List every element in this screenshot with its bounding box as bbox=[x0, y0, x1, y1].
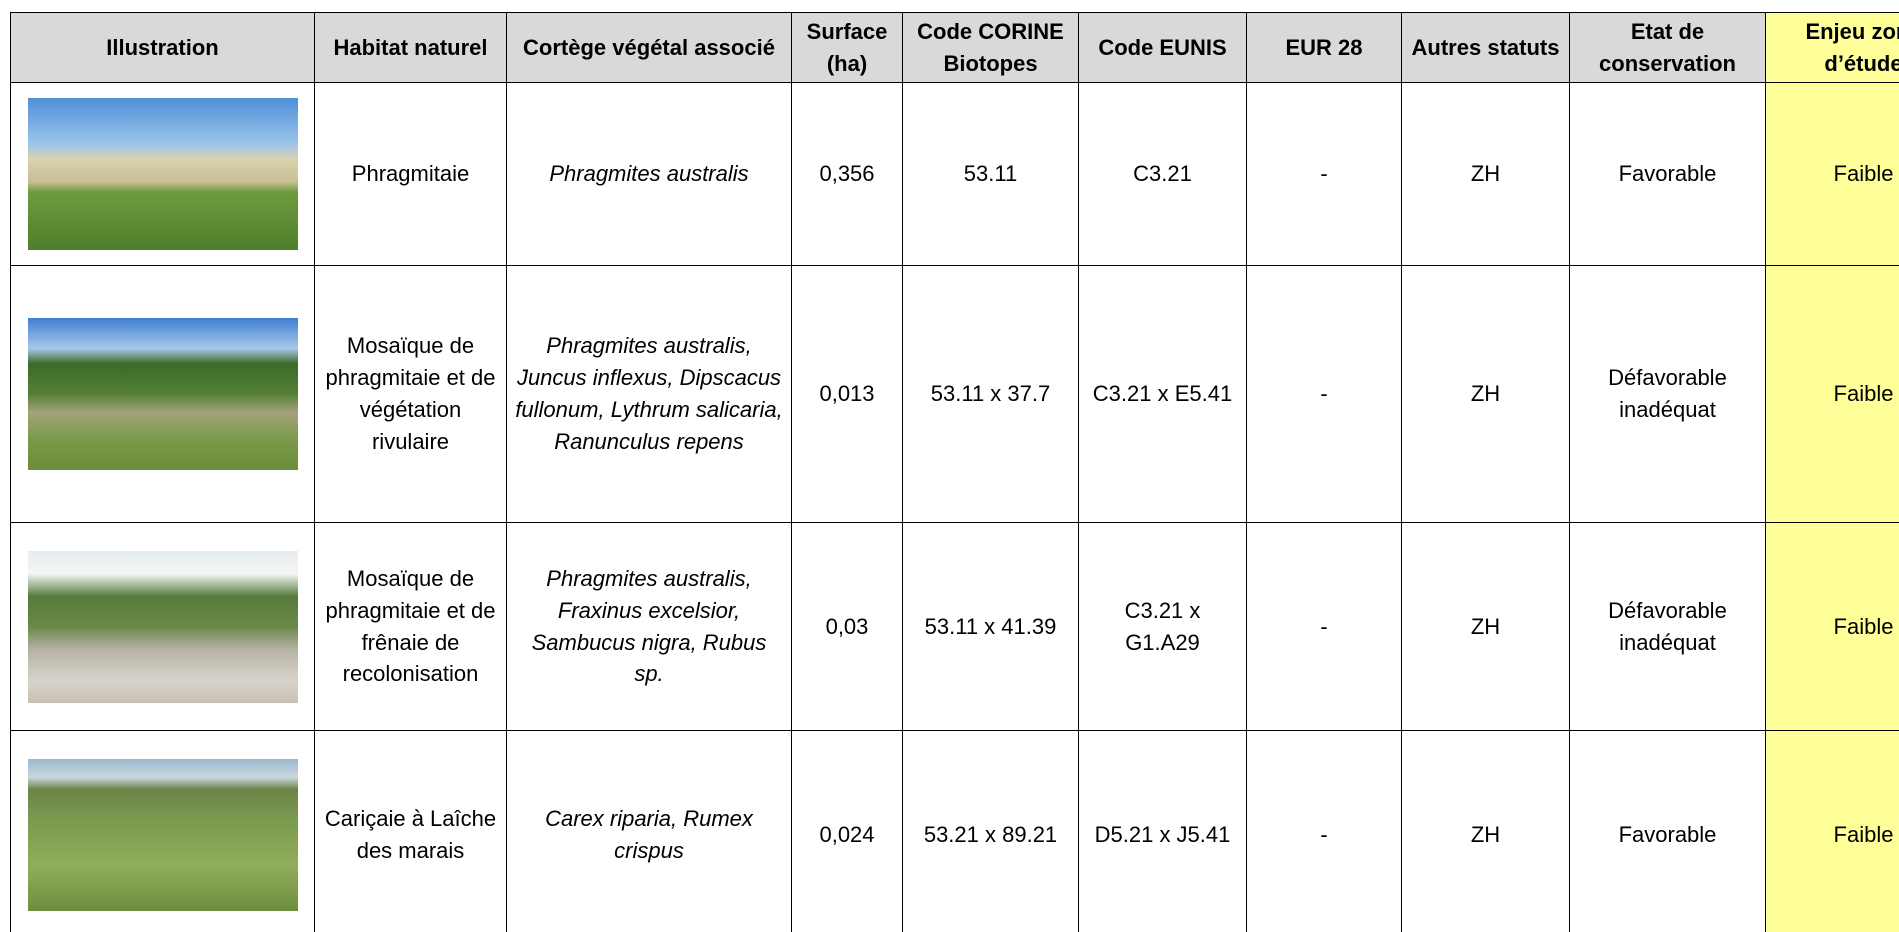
table-cell: Faible bbox=[1765, 265, 1899, 523]
table-cell: Favorable bbox=[1569, 82, 1766, 266]
table-cell: Phragmitaie bbox=[314, 82, 507, 266]
column-header: Autres statuts bbox=[1401, 12, 1570, 83]
column-header: Habitat naturel bbox=[314, 12, 507, 83]
table-cell: 53.11 bbox=[902, 82, 1079, 266]
table-body: Phragmitaie Phragmites australis 0,356 53.1… bbox=[10, 82, 1899, 932]
column-header: Etat de conservation bbox=[1569, 12, 1766, 83]
table-cell: Mosaïque de phragmitaie et de frênaie de… bbox=[314, 522, 507, 731]
column-header: Code EUNIS bbox=[1078, 12, 1247, 83]
table-cell: Carex riparia, Rumex crispus bbox=[506, 730, 792, 932]
column-header: EUR 28 bbox=[1246, 12, 1402, 83]
table-row: Mosaïque de phragmitaie et de végétation… bbox=[10, 265, 1899, 523]
habitat-photo bbox=[27, 550, 298, 703]
table-row: Cariçaie à Laîche des marais Carex ripari… bbox=[10, 730, 1899, 932]
table-cell: ZH bbox=[1401, 82, 1570, 266]
table-cell: 0,356 bbox=[791, 82, 903, 266]
column-header: Surface (ha) bbox=[791, 12, 903, 83]
table-cell: 0,024 bbox=[791, 730, 903, 932]
table-cell: Faible bbox=[1765, 522, 1899, 731]
column-header: Enjeu zone d’étude bbox=[1765, 12, 1899, 83]
table-cell: 53.11 x 41.39 bbox=[902, 522, 1079, 731]
table-cell: - bbox=[1246, 730, 1402, 932]
table-row: Phragmitaie Phragmites australis 0,356 53.1… bbox=[10, 82, 1899, 266]
table-cell: 0,013 bbox=[791, 265, 903, 523]
table-cell: Phragmites australis bbox=[506, 82, 792, 266]
column-header: Illustration bbox=[10, 12, 315, 83]
habitat-photo bbox=[27, 98, 298, 250]
table-cell: C3.21 x E5.41 bbox=[1078, 265, 1247, 523]
habitat-table: Illustration Habitat naturel Cortège végét… bbox=[10, 12, 1899, 932]
illustration-cell bbox=[10, 82, 315, 266]
table-cell: - bbox=[1246, 82, 1402, 266]
table-cell: Défavorable inadéquat bbox=[1569, 265, 1766, 523]
table-cell: Faible bbox=[1765, 82, 1899, 266]
table-cell: Cariçaie à Laîche des marais bbox=[314, 730, 507, 932]
table-cell: - bbox=[1246, 265, 1402, 523]
table-cell: ZH bbox=[1401, 265, 1570, 523]
table-cell: C3.21 x G1.A29 bbox=[1078, 522, 1247, 731]
table-cell: Phragmites australis, Fraxinus excelsior… bbox=[506, 522, 792, 731]
illustration-cell bbox=[10, 730, 315, 932]
table-cell: 53.11 x 37.7 bbox=[902, 265, 1079, 523]
habitat-photo bbox=[27, 318, 298, 470]
table-cell: ZH bbox=[1401, 522, 1570, 731]
table-cell: Mosaïque de phragmitaie et de végétation… bbox=[314, 265, 507, 523]
table-cell: Favorable bbox=[1569, 730, 1766, 932]
table-cell: Défavorable inadéquat bbox=[1569, 522, 1766, 731]
table-cell: 0,03 bbox=[791, 522, 903, 731]
table-cell: ZH bbox=[1401, 730, 1570, 932]
illustration-cell bbox=[10, 522, 315, 731]
table-row: Mosaïque de phragmitaie et de frênaie de… bbox=[10, 522, 1899, 731]
illustration-cell bbox=[10, 265, 315, 523]
header-row: Illustration Habitat naturel Cortège végét… bbox=[10, 12, 1899, 83]
table-cell: Faible bbox=[1765, 730, 1899, 932]
habitat-photo bbox=[27, 758, 298, 911]
column-header: Cortège végétal associé bbox=[506, 12, 792, 83]
table-cell: - bbox=[1246, 522, 1402, 731]
column-header: Code CORINE Biotopes bbox=[902, 12, 1079, 83]
table-cell: C3.21 bbox=[1078, 82, 1247, 266]
table-cell: Phragmites australis, Juncus inflexus, D… bbox=[506, 265, 792, 523]
table-cell: 53.21 x 89.21 bbox=[902, 730, 1079, 932]
table-cell: D5.21 x J5.41 bbox=[1078, 730, 1247, 932]
